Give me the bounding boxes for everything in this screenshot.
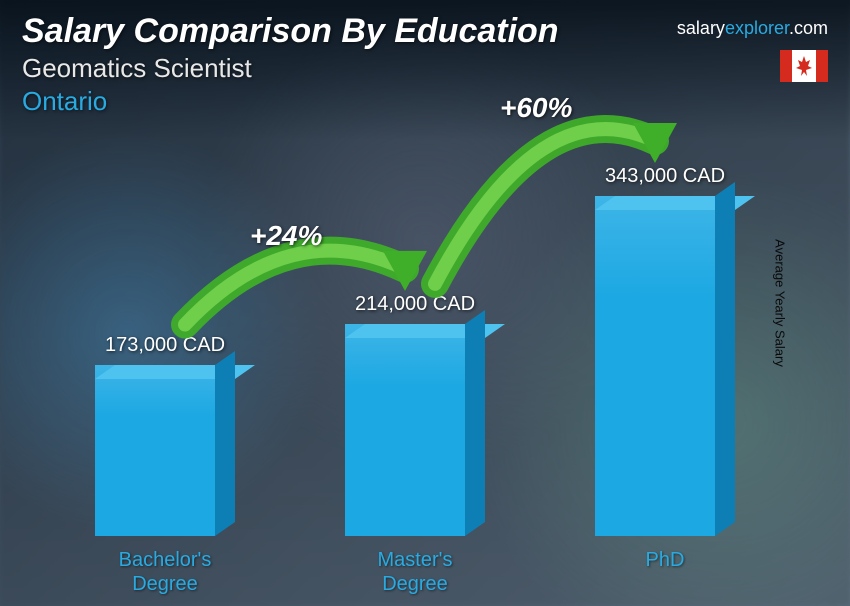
chart-subtitle: Geomatics Scientist	[22, 53, 828, 84]
bar-front-face	[595, 196, 715, 536]
bar-side-face	[715, 182, 735, 536]
bar-group: 214,000 CAD	[315, 293, 515, 536]
bar-side-face	[465, 310, 485, 536]
bar-value-label: 214,000 CAD	[355, 293, 475, 316]
brand-suffix: .com	[789, 18, 828, 38]
bar-3d	[95, 365, 235, 536]
bar-3d	[345, 324, 485, 536]
bar-group: 173,000 CAD	[65, 334, 265, 536]
bar-value-label: 173,000 CAD	[105, 334, 225, 357]
flag-icon	[780, 50, 828, 82]
chart-area: 173,000 CAD 214,000 CAD 343,000 CAD	[40, 140, 790, 536]
bars-container: 173,000 CAD 214,000 CAD 343,000 CAD	[40, 140, 790, 536]
x-axis-label: Bachelor'sDegree	[65, 548, 265, 596]
chart-location: Ontario	[22, 86, 828, 117]
brand-watermark: salaryexplorer.com	[677, 18, 828, 39]
bar-3d	[595, 196, 735, 536]
brand-accent: explorer	[725, 18, 789, 38]
bar-front-face	[95, 365, 215, 536]
x-axis-label: PhD	[565, 548, 765, 596]
brand-plain: salary	[677, 18, 725, 38]
x-axis-labels: Bachelor'sDegree Master'sDegree PhD	[40, 548, 790, 596]
x-axis-label: Master'sDegree	[315, 548, 515, 596]
bar-group: 343,000 CAD	[565, 165, 765, 536]
bar-side-face	[215, 351, 235, 536]
bar-value-label: 343,000 CAD	[605, 165, 725, 188]
bar-front-face	[345, 324, 465, 536]
